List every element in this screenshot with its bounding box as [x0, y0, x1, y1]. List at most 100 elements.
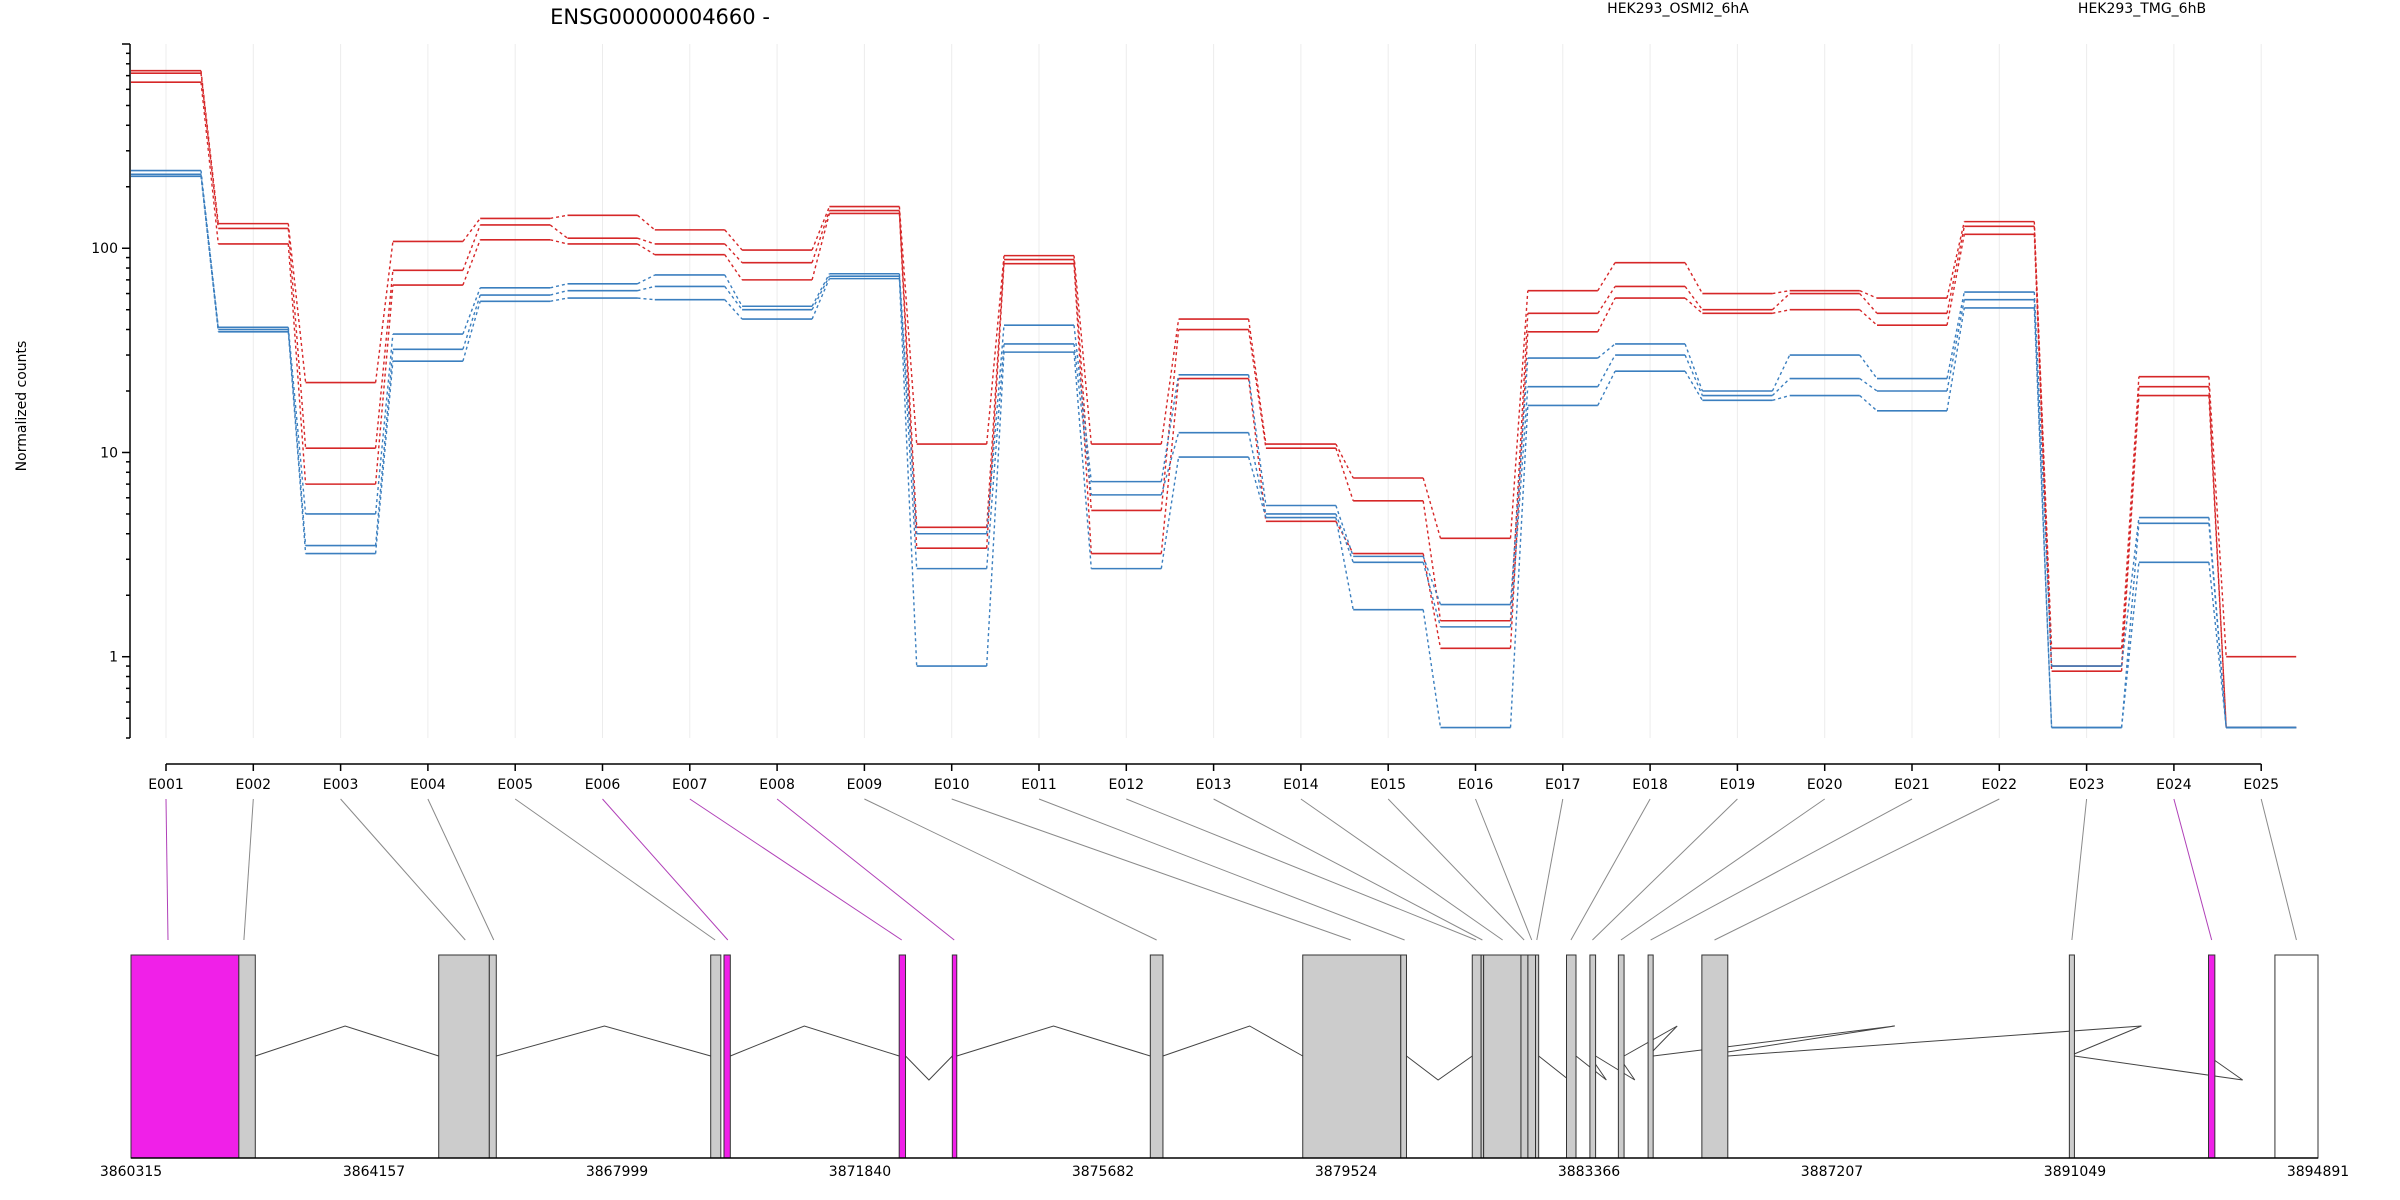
y-axis-label: Normalized counts: [14, 341, 30, 472]
exon-label-E005: E005: [497, 777, 533, 793]
series-3-link-19: [1772, 309, 1790, 315]
exon-label-E014: E014: [1283, 777, 1319, 793]
series-2-link-2: [287, 228, 307, 449]
series-1-link-16: [1509, 290, 1529, 539]
series-2-link-21: [1946, 226, 1965, 314]
intron-6: [1162, 1025, 1303, 1057]
series-5-link-12: [1160, 432, 1180, 496]
series-3-link-18: [1684, 297, 1703, 314]
series-2-link-19: [1771, 293, 1791, 311]
exon-block-19: [1589, 954, 1597, 1159]
series-6: [131, 175, 2297, 729]
series-6-link-7: [724, 299, 743, 320]
series-4-link-12: [1160, 374, 1180, 482]
exon-label-E018: E018: [1632, 777, 1668, 793]
series-2-link-20: [1859, 293, 1878, 314]
connector-E010: [951, 798, 1351, 941]
series-5-link-19: [1771, 378, 1791, 397]
series-3-link-23: [2120, 395, 2140, 672]
intron-11: [1623, 1025, 1678, 1057]
connector-E019: [1592, 798, 1738, 941]
series-4-link-6: [637, 274, 656, 285]
series-2-link-14: [1335, 447, 1354, 502]
series-4-link-17: [1597, 343, 1616, 359]
exon-label-E022: E022: [1982, 777, 2018, 793]
series-2-link-7: [724, 243, 743, 264]
intron-14: [2074, 1055, 2243, 1081]
series-5-link-11: [1073, 343, 1092, 495]
exon-label-E020: E020: [1807, 777, 1843, 793]
exon-block-2: [238, 954, 256, 1159]
series-6-link-19: [1772, 394, 1790, 402]
series-6-link-21: [1946, 307, 1965, 411]
series-2: [131, 72, 2297, 729]
series-2-link-4: [462, 224, 481, 271]
series-1-link-13: [1247, 318, 1267, 445]
exon-block-12: [1471, 954, 1482, 1159]
connector-E017: [1536, 798, 1564, 941]
connector-E001: [165, 798, 169, 941]
exon-block-1: [130, 954, 240, 1159]
genomic-tick-label: 3879524: [1315, 1164, 1377, 1180]
series-6-link-9: [898, 278, 918, 667]
series-2-link-6: [637, 237, 656, 245]
series-4-link-10: [986, 325, 1005, 534]
series-1-link-22: [2033, 221, 2053, 649]
series-6-link-23: [2120, 562, 2140, 728]
exon-block-24: [2208, 954, 2216, 1159]
intron-3: [730, 1025, 900, 1057]
series-2-link-12: [1160, 329, 1180, 511]
connector-E014: [1300, 798, 1503, 941]
series-4-link-2: [287, 327, 307, 515]
exon-axis: E001 E002 E003 E004 E005 E006 E007 E008 E009 E010…: [148, 763, 2279, 793]
genomic-axis: 3860315 3864157 3867999 3871840 3875682 38795…: [100, 1157, 2349, 1180]
series-6-link-6: [637, 297, 655, 301]
series-5-link-13: [1247, 432, 1267, 515]
genomic-tick-label: 3891049: [2044, 1164, 2106, 1180]
intron-2: [496, 1025, 711, 1057]
exon-label-E013: E013: [1196, 777, 1232, 793]
exon-label-E001: E001: [148, 777, 184, 793]
series-1-link-19: [1772, 289, 1790, 295]
series-2-link-5: [549, 224, 568, 239]
series-4-link-9: [898, 273, 918, 534]
exon-block-5: [710, 954, 722, 1159]
series-3-link-22: [2033, 234, 2053, 672]
series-6-link-10: [986, 352, 1005, 667]
series-1-link-9: [898, 206, 918, 445]
exon-label-E023: E023: [2069, 777, 2105, 793]
series-2-link-13: [1247, 329, 1267, 449]
intron-7: [1406, 1055, 1473, 1081]
series-4-link-13: [1247, 374, 1267, 506]
series-4-link-4: [462, 287, 481, 335]
series-6-link-12: [1160, 456, 1180, 569]
chart-title: ENSG00000004660 -: [550, 5, 770, 29]
series-3-link-11: [1073, 263, 1092, 554]
exon-label-E010: E010: [934, 777, 970, 793]
series-1-link-7: [724, 229, 743, 251]
series-5-link-9: [898, 276, 918, 569]
exon-block-6: [723, 954, 731, 1159]
series-1-link-1: [200, 70, 219, 224]
series-6-link-15: [1422, 609, 1442, 728]
vertical-grid: [165, 44, 2262, 738]
series-4-link-20: [1859, 354, 1878, 380]
connector-E002: [243, 798, 254, 941]
series-4-link-16: [1509, 357, 1529, 605]
exon-block-4: [488, 954, 497, 1159]
series-1-link-4: [462, 217, 481, 242]
series-5-link-10: [986, 343, 1005, 569]
series-4-link-18: [1684, 343, 1704, 392]
series-6-link-1: [200, 176, 219, 332]
connector-E018: [1570, 798, 1651, 941]
series-1-link-18: [1684, 262, 1704, 294]
intron-13: [1727, 1025, 2142, 1057]
series-4-link-11: [1073, 325, 1092, 482]
series-3-link-2: [287, 243, 307, 485]
intron-4: [905, 1055, 953, 1081]
genomic-tick-label: 3875682: [1072, 1164, 1134, 1180]
legend-entry-osmi2: HEK293_OSMI2_6hA: [1607, 1, 1749, 17]
series-2-link-1: [200, 73, 219, 229]
genomic-tick-label: 3860315: [100, 1164, 162, 1180]
exon-block-16: [1527, 954, 1537, 1159]
